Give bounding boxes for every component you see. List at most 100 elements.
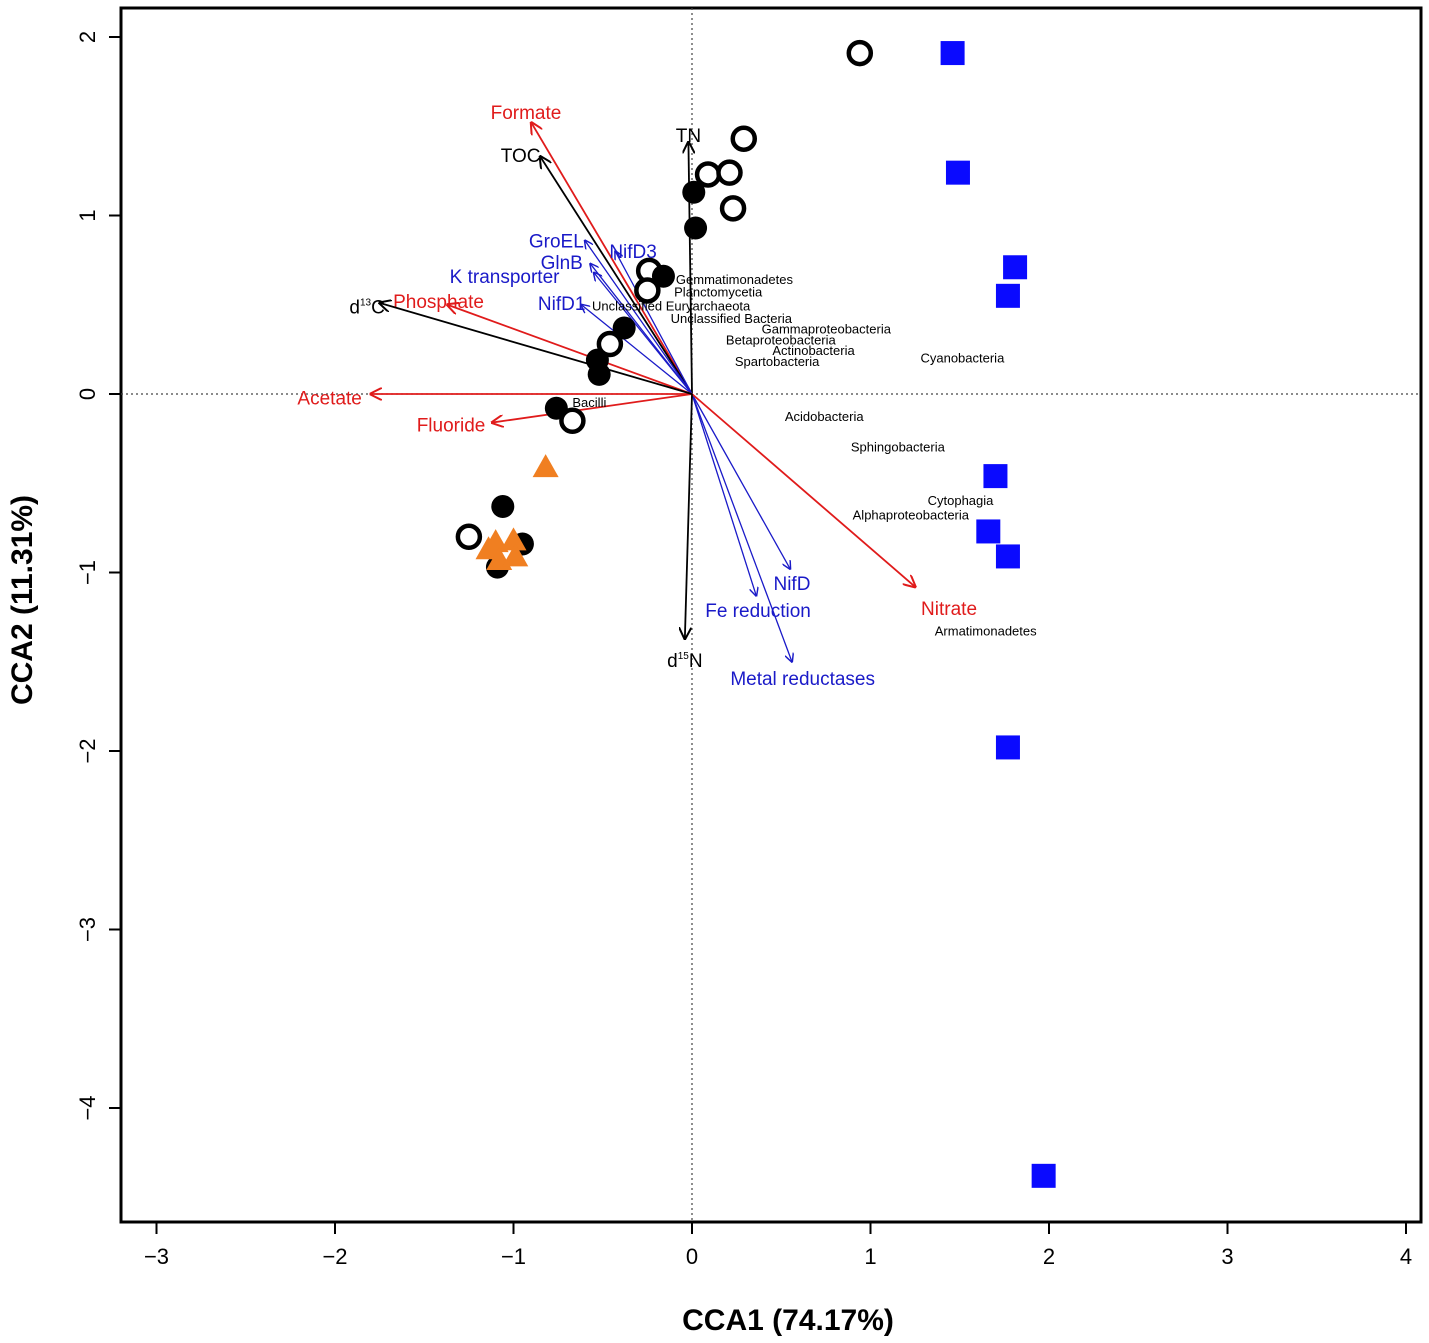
taxon-label-sphingobacteria: Sphingobacteria bbox=[851, 440, 946, 455]
filled-circle-point bbox=[612, 316, 636, 340]
vector-label-phosphate: Phosphate bbox=[393, 292, 484, 313]
taxon-label-cyanobacteria: Cyanobacteria bbox=[920, 350, 1005, 365]
x-tick-label: 3 bbox=[1221, 1244, 1233, 1269]
vector-metal-reductases bbox=[691, 393, 792, 662]
vector-label-acetate: Acetate bbox=[297, 389, 361, 410]
taxon-label-betaproteobacteria: Betaproteobacteria bbox=[726, 332, 837, 347]
reference-lines bbox=[121, 8, 1421, 1222]
vector-label-nifd: NifD bbox=[773, 574, 810, 595]
open-circle-point bbox=[596, 330, 624, 358]
vector-fluoride bbox=[492, 393, 693, 423]
square-point bbox=[940, 41, 965, 66]
taxa-labels: GemmatimonadetesPlanctomycetiaUnclassifi… bbox=[572, 272, 1037, 639]
vector-label-toc: TOC bbox=[501, 146, 541, 167]
vector-fe-reduction bbox=[691, 393, 756, 596]
vector-nifd1 bbox=[581, 305, 693, 395]
taxon-label-gammaproteobacteria: Gammaproteobacteria bbox=[762, 322, 892, 337]
square-point bbox=[1003, 255, 1028, 280]
taxon-label-unclassified-euryarchaeota: Unclassified Euryarchaeota bbox=[592, 299, 751, 314]
vector-label-metal-reductases: Metal reductases bbox=[730, 669, 875, 690]
vector-label-fluoride: Fluoride bbox=[417, 415, 486, 436]
vector-label-k-transporter: K transporter bbox=[450, 267, 560, 288]
open-circle-point bbox=[730, 125, 758, 152]
x-axis-title: CCA1 (74.17%) bbox=[682, 1304, 894, 1337]
y-tick-label: 2 bbox=[75, 31, 100, 43]
y-tick-label: −3 bbox=[75, 917, 100, 942]
vector-d15n bbox=[685, 393, 693, 639]
filled-circle-point bbox=[684, 216, 708, 240]
y-axis: −4 −3 −2 −1 0 1 2 bbox=[75, 31, 121, 1121]
open-circle-point bbox=[719, 195, 747, 222]
square-point bbox=[976, 519, 1001, 544]
vector-nifd3 bbox=[615, 251, 693, 395]
y-tick-label: −1 bbox=[75, 560, 100, 585]
taxon-label-unclassified-bacteria: Unclassified Bacteria bbox=[671, 311, 793, 326]
square-point bbox=[1031, 1163, 1056, 1188]
vector-label-nifd3: NifD3 bbox=[609, 242, 657, 263]
taxon-label-armatimonadetes: Armatimonadetes bbox=[935, 623, 1037, 638]
sample-points bbox=[455, 39, 1056, 1188]
x-tick-label: −3 bbox=[144, 1244, 169, 1269]
vector-toc bbox=[540, 157, 693, 395]
taxon-label-alphaproteobacteria: Alphaproteobacteria bbox=[853, 507, 970, 522]
y-tick-label: 1 bbox=[75, 209, 100, 221]
x-tick-label: 1 bbox=[864, 1244, 876, 1269]
vector-label-groel: GroEL bbox=[529, 231, 584, 252]
open-circle-point bbox=[634, 277, 661, 304]
taxon-label-cytophagia: Cytophagia bbox=[928, 493, 995, 508]
vector-label-glnb: GlnB bbox=[541, 253, 583, 274]
filled-circle-point bbox=[587, 362, 611, 386]
filled-circle-point bbox=[682, 180, 706, 204]
plot-frame bbox=[119, 6, 1423, 1224]
filled-circle-point bbox=[491, 494, 515, 518]
open-circle-point bbox=[694, 161, 722, 188]
square-point bbox=[945, 160, 970, 185]
vector-d13c bbox=[380, 303, 693, 395]
vector-label-fe-reduction: Fe reduction bbox=[705, 601, 811, 622]
x-tick-label: −1 bbox=[501, 1244, 526, 1269]
square-point bbox=[995, 283, 1020, 308]
vector-phosphate bbox=[447, 305, 693, 395]
vector-groel bbox=[585, 240, 693, 395]
x-axis: −3 −2 −1 0 1 2 3 4 bbox=[144, 1222, 1412, 1269]
filled-circle-point bbox=[544, 396, 568, 420]
vector-label-tn: TN bbox=[676, 126, 701, 147]
open-circle-point bbox=[716, 159, 743, 186]
y-tick-label: −2 bbox=[75, 738, 100, 763]
vector-nitrate bbox=[691, 393, 915, 587]
x-tick-label: 2 bbox=[1043, 1244, 1055, 1269]
square-point bbox=[995, 544, 1020, 569]
filled-circle-point bbox=[651, 264, 675, 288]
taxon-label-acidobacteria: Acidobacteria bbox=[785, 409, 865, 424]
vector-label-formate: Formate bbox=[491, 103, 562, 124]
vector-label-nitrate: Nitrate bbox=[921, 599, 977, 620]
vector-label-nifd1: NifD1 bbox=[538, 294, 586, 315]
triangle-point bbox=[500, 527, 527, 551]
vector-label-d13c: d13C bbox=[349, 298, 384, 319]
x-tick-label: −2 bbox=[322, 1244, 347, 1269]
y-tick-label: 0 bbox=[75, 388, 100, 400]
taxon-label-spartobacteria: Spartobacteria bbox=[735, 354, 820, 369]
square-point bbox=[995, 735, 1020, 760]
square-point bbox=[983, 464, 1008, 489]
y-tick-label: −4 bbox=[75, 1095, 100, 1120]
triangle-point bbox=[475, 536, 502, 560]
triangle-point bbox=[502, 543, 529, 567]
y-axis-title: CCA2 (11.31%) bbox=[6, 495, 39, 705]
vector-formate bbox=[531, 123, 693, 395]
taxon-label-actinobacteria: Actinobacteria bbox=[772, 343, 855, 358]
taxon-label-planctomycetia: Planctomycetia bbox=[674, 284, 763, 299]
triangle-point bbox=[532, 454, 559, 478]
taxon-label-gemmatimonadetes: Gemmatimonadetes bbox=[676, 272, 794, 287]
open-circle-point bbox=[846, 39, 874, 67]
open-circle-point bbox=[559, 407, 586, 435]
open-circle-point bbox=[455, 523, 483, 551]
x-tick-label: 0 bbox=[686, 1244, 698, 1269]
vector-nifd bbox=[691, 393, 790, 569]
taxon-label-bacilli: Bacilli bbox=[572, 395, 606, 410]
vector-k-transporter bbox=[594, 273, 693, 395]
vector-label-d15n: d15N bbox=[667, 651, 702, 672]
x-tick-label: 4 bbox=[1400, 1244, 1412, 1269]
